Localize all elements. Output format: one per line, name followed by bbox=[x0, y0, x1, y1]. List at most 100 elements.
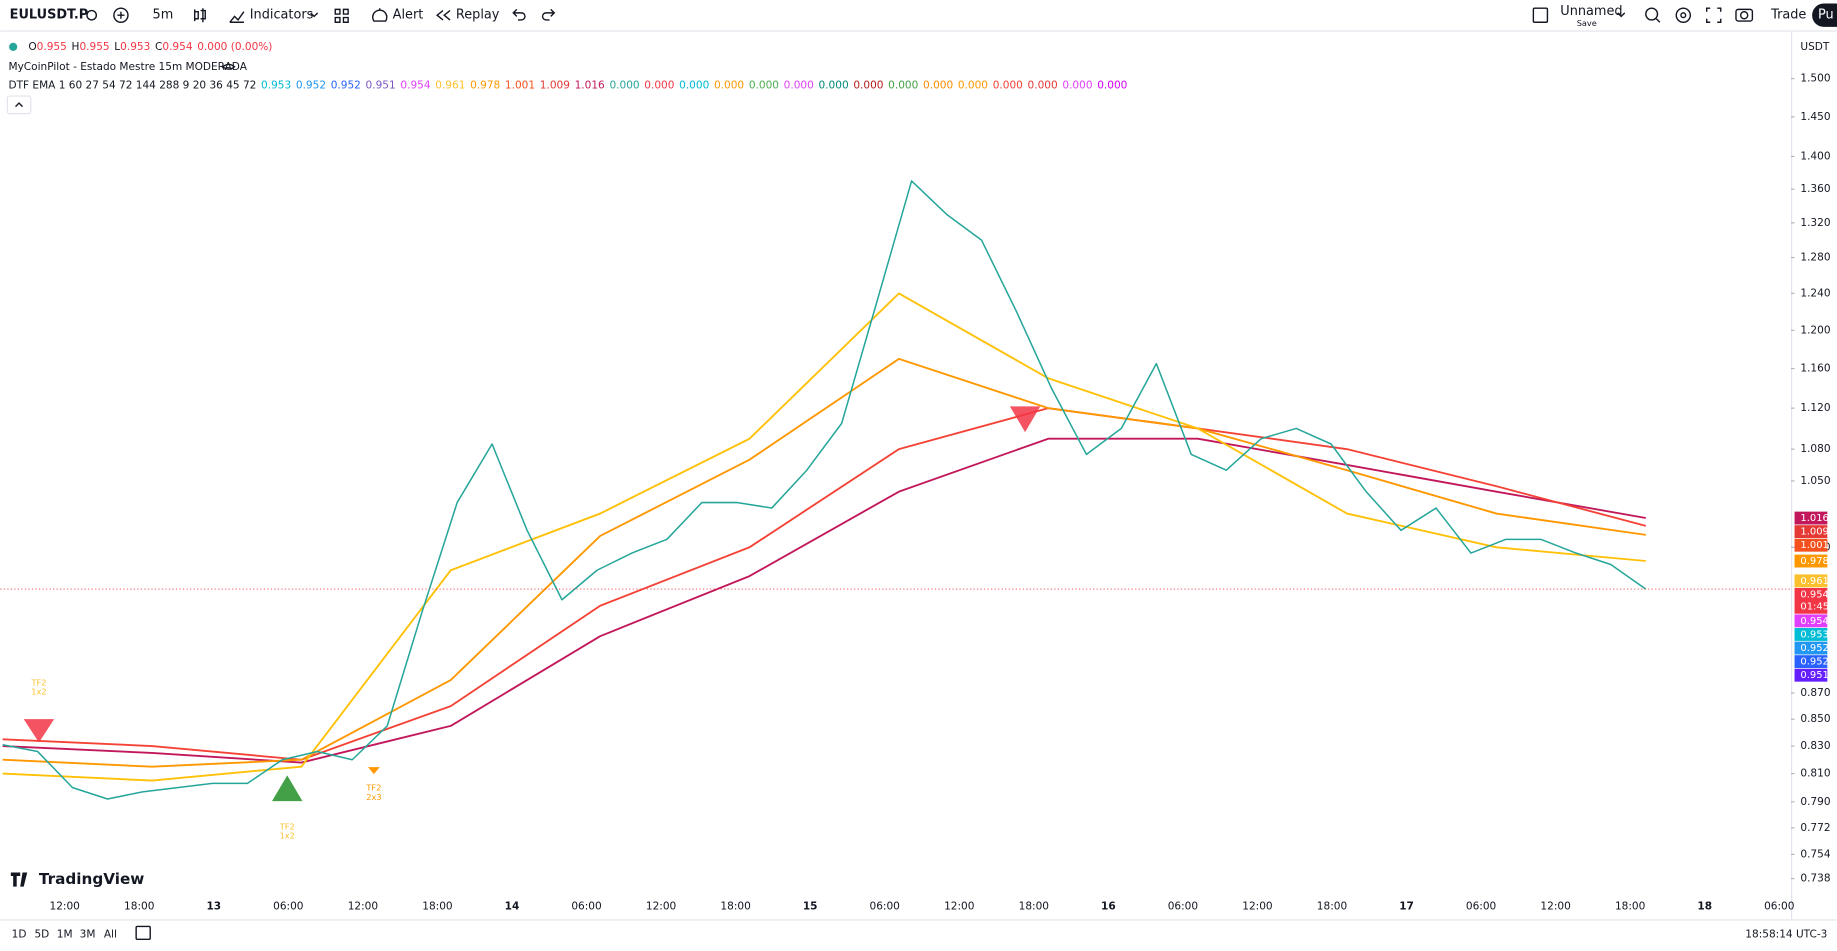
price-label bbox=[1794, 554, 1828, 568]
dtf-value: 0.961 bbox=[435, 79, 465, 91]
hidden-eye[interactable] bbox=[221, 63, 236, 70]
price-label-text: 0.953 bbox=[1800, 629, 1828, 640]
dtf-value: 1.001 bbox=[505, 79, 535, 91]
annotation: TF2 bbox=[279, 821, 295, 831]
ohlc-label: O bbox=[28, 41, 36, 53]
search-icon[interactable] bbox=[1645, 7, 1659, 21]
currency[interactable]: USDT bbox=[1800, 41, 1830, 53]
range-button[interactable]: 3M bbox=[80, 929, 96, 941]
price-label-text: 0.961 bbox=[1800, 576, 1828, 587]
watch-icon[interactable] bbox=[86, 9, 98, 21]
y-tick-label: 1.120 bbox=[1800, 402, 1830, 414]
status-dot bbox=[9, 42, 18, 51]
trade-button[interactable]: Trade bbox=[1770, 8, 1806, 23]
buy-signal bbox=[272, 775, 303, 802]
layout-chevron[interactable] bbox=[1617, 12, 1626, 18]
price-label bbox=[1794, 538, 1828, 552]
y-tick-label: 0.754 bbox=[1800, 848, 1830, 860]
y-tick-label: 0.870 bbox=[1800, 687, 1830, 699]
undo[interactable] bbox=[512, 8, 526, 21]
x-tick-label: 12:00 bbox=[1242, 900, 1272, 912]
annotation-sub: 2x3 bbox=[366, 792, 381, 802]
tf-marker bbox=[368, 767, 380, 775]
dtf-value: 0.000 bbox=[714, 79, 744, 91]
price-label bbox=[1794, 614, 1828, 628]
x-tick-label: 06:00 bbox=[1466, 900, 1496, 912]
y-tick-label: 1.450 bbox=[1800, 111, 1830, 123]
indicators-button[interactable]: Indicators bbox=[250, 8, 314, 23]
redo[interactable] bbox=[541, 8, 556, 21]
indicators-chevron[interactable] bbox=[310, 12, 319, 18]
ohlc-value: 0.955 bbox=[37, 41, 67, 53]
x-tick-label: 18:00 bbox=[720, 900, 750, 912]
price-label bbox=[1794, 668, 1828, 682]
dtf-value: 0.000 bbox=[958, 79, 988, 91]
watermark: TradingView bbox=[39, 870, 144, 888]
dtf-value: 0.951 bbox=[366, 79, 396, 91]
y-tick-label: 1.240 bbox=[1800, 287, 1830, 299]
price-label bbox=[1794, 641, 1828, 655]
chart-type[interactable] bbox=[194, 8, 206, 23]
layout-name[interactable]: Unnamed bbox=[1560, 4, 1622, 19]
annotation: TF2 bbox=[30, 677, 46, 687]
y-tick-label: 1.050 bbox=[1800, 475, 1830, 487]
x-tick-label: 16 bbox=[1101, 900, 1116, 912]
dtf-value: 0.000 bbox=[679, 79, 709, 91]
interval[interactable]: 5m bbox=[153, 8, 174, 23]
dtf-value: 0.000 bbox=[1062, 79, 1092, 91]
fullscreen[interactable] bbox=[1706, 7, 1722, 23]
settings-icon[interactable] bbox=[1675, 7, 1692, 23]
x-tick-label: 18:00 bbox=[1019, 900, 1049, 912]
dtf-value: 0.000 bbox=[784, 79, 814, 91]
add-symbol[interactable] bbox=[113, 7, 129, 23]
x-tick-label: 12:00 bbox=[50, 900, 80, 912]
ohlc-value: 0.955 bbox=[79, 41, 109, 53]
x-tick-label: 18:00 bbox=[1317, 900, 1347, 912]
symbol[interactable]: EULUSDT.P bbox=[10, 8, 89, 23]
x-tick-label: 18:00 bbox=[1615, 900, 1645, 912]
x-tick-label: 06:00 bbox=[1168, 900, 1198, 912]
range-button[interactable]: 5D bbox=[34, 929, 49, 941]
x-tick-label: 06:00 bbox=[1764, 900, 1794, 912]
price-label bbox=[1794, 628, 1828, 641]
publish-button[interactable] bbox=[1812, 3, 1837, 27]
x-tick-label: 06:00 bbox=[571, 900, 601, 912]
clock[interactable]: 18:58:14 UTC-3 bbox=[1745, 929, 1827, 941]
range-button[interactable]: 1M bbox=[57, 929, 73, 941]
dtf-value: 0.000 bbox=[923, 79, 953, 91]
x-tick-label: 15 bbox=[803, 900, 818, 912]
snapshot[interactable] bbox=[1735, 8, 1754, 22]
range-button[interactable]: 1D bbox=[12, 929, 27, 941]
y-tick-label: 0.772 bbox=[1800, 822, 1830, 834]
y-tick-label: 0.830 bbox=[1800, 740, 1830, 752]
price-label-text: 0.954 bbox=[1800, 589, 1828, 600]
x-tick-label: 18:00 bbox=[124, 900, 154, 912]
save-label[interactable]: Save bbox=[1577, 18, 1597, 28]
annotation-sub: 1x2 bbox=[31, 687, 46, 697]
collapse-legend[interactable] bbox=[6, 95, 32, 115]
ohlc-label: C bbox=[155, 41, 162, 53]
price-label-text: 0.954 bbox=[1800, 616, 1828, 627]
goto-date[interactable] bbox=[135, 925, 151, 940]
price-label bbox=[1794, 655, 1828, 669]
publish-label[interactable]: Pu bbox=[1818, 8, 1834, 23]
indicator-legend[interactable]: MyCoinPilot - Estado Mestre 15m MODERADA bbox=[8, 61, 247, 73]
collapse-caret bbox=[15, 102, 24, 108]
range-button[interactable]: All bbox=[104, 929, 117, 941]
dtf-value: 0.000 bbox=[1097, 79, 1127, 91]
x-tick-label: 06:00 bbox=[870, 900, 900, 912]
templates[interactable] bbox=[334, 8, 349, 23]
ohlc-value: 0.954 bbox=[162, 41, 192, 53]
layout-checkbox[interactable] bbox=[1532, 7, 1549, 23]
ohlc-legend: O0.955 H0.955 L0.953 C0.954 0.000 (0.00%) bbox=[28, 41, 272, 53]
bottom-bar: 18:58:14 UTC-3 1D 5D 1M 3M All bbox=[12, 925, 1827, 941]
alert-button[interactable]: Alert bbox=[393, 8, 424, 23]
dtf-value: 0.953 bbox=[261, 79, 291, 91]
price-label-text: 1.009 bbox=[1800, 527, 1828, 538]
dtf-name: DTF EMA 1 60 27 54 72 144 288 9 20 36 45… bbox=[8, 79, 256, 91]
replay-button[interactable]: Replay bbox=[456, 8, 500, 23]
y-tick-label: 1.320 bbox=[1800, 217, 1830, 229]
price-label bbox=[1794, 525, 1828, 539]
change: 0.000 (0.00%) bbox=[197, 41, 272, 53]
